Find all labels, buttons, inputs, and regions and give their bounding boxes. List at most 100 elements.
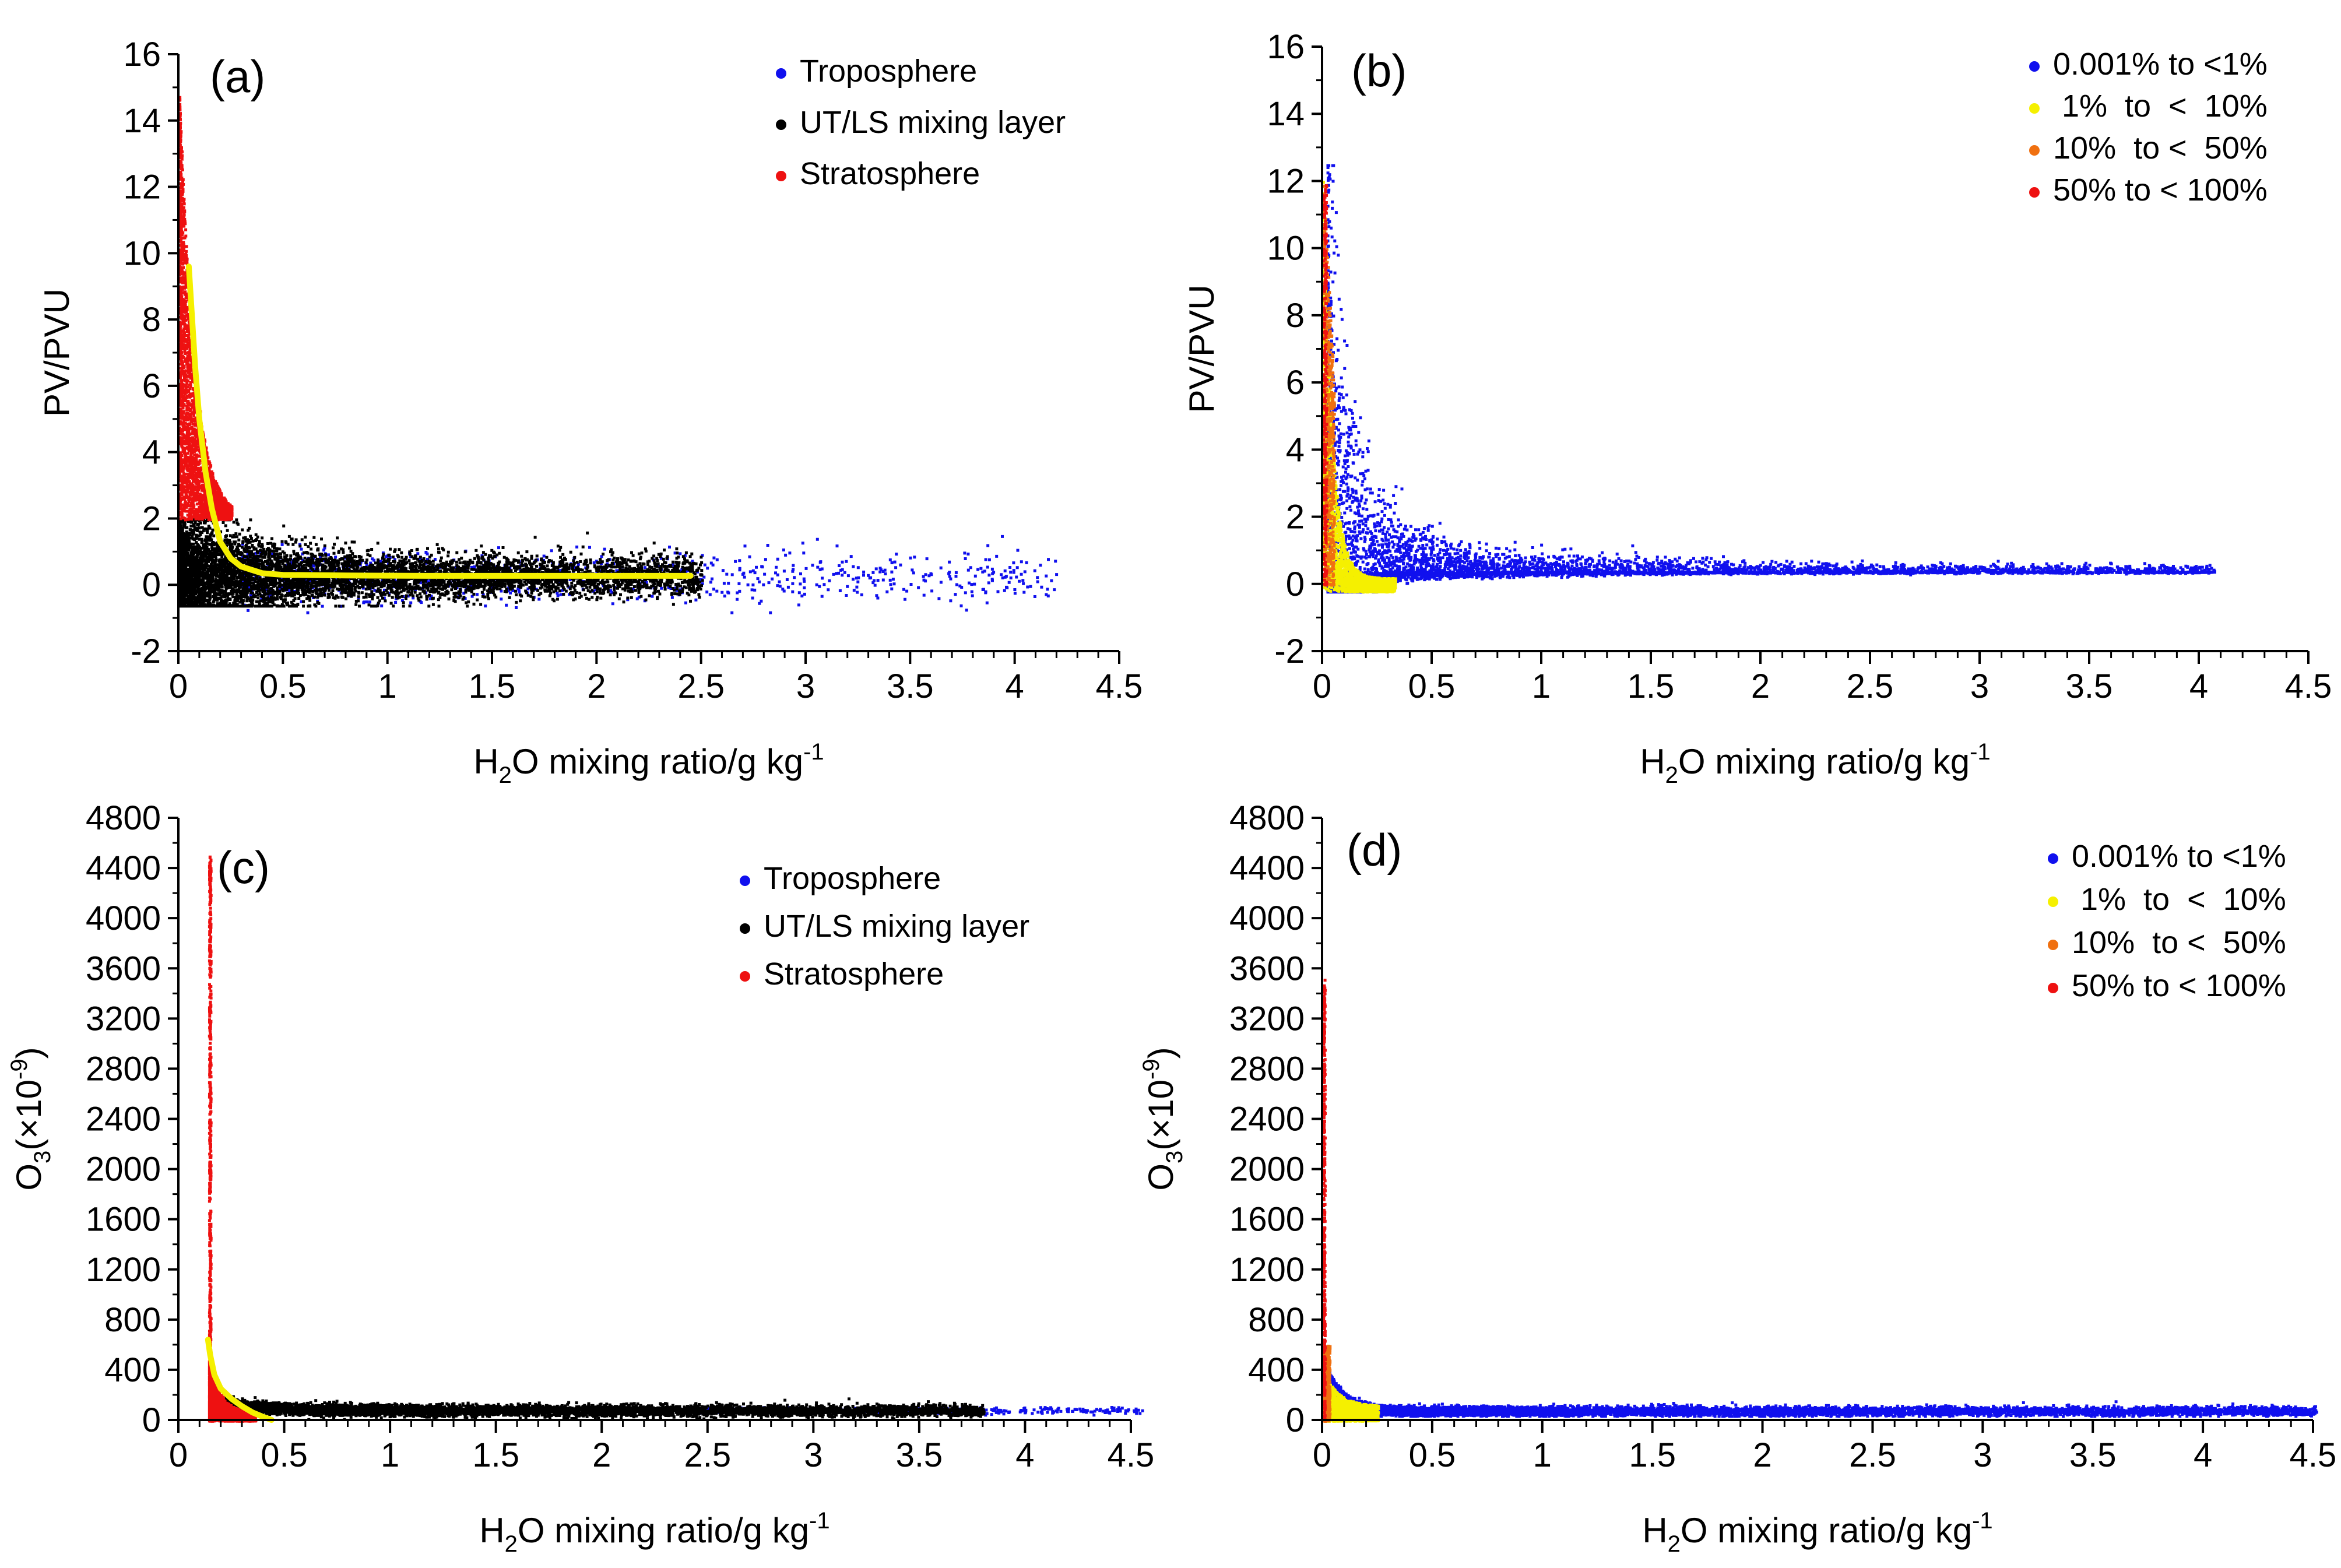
group-lt1-points (1326, 164, 2216, 594)
y-tick-label: -2 (131, 632, 161, 670)
legend-label: 10% to < 50% (2072, 925, 2286, 960)
x-tick-label: 3 (796, 667, 815, 705)
legend-marker (2048, 940, 2058, 950)
legend-marker (2048, 896, 2058, 907)
y-tick-label: 2800 (1229, 1050, 1305, 1088)
y-tick-label: 1600 (1229, 1201, 1305, 1239)
x-tick-label: 3.5 (887, 667, 934, 705)
x-axis-label: H2O mixing ratio/g kg-1 (473, 739, 824, 788)
x-tick-label: 3 (1970, 667, 1989, 705)
legend-marker (2048, 853, 2058, 864)
x-axis-label: H2O mixing ratio/g kg-1 (479, 1508, 829, 1557)
x-tick-label: 3.5 (2069, 1436, 2117, 1474)
x-tick-label: 1 (1532, 667, 1551, 705)
y-tick-label: 400 (1248, 1351, 1305, 1389)
x-tick-label: 2.5 (1847, 667, 1894, 705)
x-axis-label: H2O mixing ratio/g kg-1 (1640, 739, 1990, 788)
group-lt1-points (1324, 1360, 2318, 1418)
y-tick-label: 0 (142, 566, 161, 604)
x-tick-label: 4 (2189, 667, 2208, 705)
y-tick-label: 0 (1286, 1401, 1305, 1439)
x-tick-label: 3 (1973, 1436, 1992, 1474)
x-tick-label: 0 (169, 667, 188, 705)
y-tick-label: 6 (1286, 364, 1305, 402)
legend-label: Stratosphere (800, 156, 980, 191)
x-tick-label: 2 (587, 667, 606, 705)
x-tick-label: 2.5 (677, 667, 725, 705)
y-tick-label: 1200 (86, 1251, 161, 1289)
x-label-rest: O mixing ratio/g kg (512, 742, 803, 781)
x-label-sub: 2 (499, 762, 512, 788)
legend-marker (2029, 145, 2040, 156)
legend-marker (740, 923, 750, 934)
legend-marker (2029, 103, 2040, 114)
x-tick-label: 0 (1313, 1436, 1331, 1474)
y-tick-label: 10 (123, 234, 161, 272)
y-tick-label: 3600 (1229, 950, 1305, 987)
x-tick-label: 3 (804, 1436, 822, 1474)
y-tick-label: 12 (1267, 162, 1305, 200)
x-label-main: H (479, 1511, 504, 1550)
y-tick-label: 14 (1267, 95, 1305, 133)
legend-label: Troposphere (764, 861, 941, 896)
x-tick-label: 0.5 (259, 667, 307, 705)
x-tick-label: 4.5 (1096, 667, 1143, 705)
x-tick-label: 3.5 (2066, 667, 2113, 705)
x-tick-label: 4 (1006, 667, 1024, 705)
x-tick-label: 2 (1753, 1436, 1771, 1474)
legend-label: 50% to < 100% (2053, 173, 2268, 208)
y-tick-label: 0 (1286, 565, 1305, 603)
panel-label: (c) (217, 842, 270, 893)
stratosphere-points (208, 855, 258, 1423)
x-tick-label: 1 (1533, 1436, 1552, 1474)
legend-marker (2048, 983, 2058, 993)
x-tick-label: 0.5 (261, 1436, 308, 1474)
legend-marker (776, 171, 786, 181)
y-tick-label: 4000 (1229, 899, 1305, 937)
x-tick-label: 4 (2194, 1436, 2212, 1474)
y-tick-label: 800 (104, 1301, 161, 1339)
x-label-rest: O mixing ratio/g kg (1678, 742, 1970, 781)
y-tick-label: 2000 (86, 1151, 161, 1189)
y-tick-label: -2 (1274, 632, 1305, 670)
y-tick-label: 16 (1267, 28, 1305, 66)
x-tick-label: 1.5 (1629, 1436, 1676, 1474)
x-tick-label: 0.5 (1408, 667, 1456, 705)
y-tick-label: 12 (123, 168, 161, 206)
troposphere-points (241, 535, 1059, 614)
y-tick-label: 4400 (86, 849, 161, 887)
mixing-layer-points (178, 518, 704, 608)
group-50-100-points (1322, 184, 1328, 587)
y-tick-label: 3600 (86, 950, 161, 987)
panel-label: (d) (1347, 824, 1402, 876)
y-axis-label: PV/PVU (1182, 284, 1221, 413)
x-tick-label: 1.5 (469, 667, 516, 705)
legend-label: UT/LS mixing layer (800, 105, 1066, 140)
y-tick-label: 2000 (1229, 1151, 1305, 1189)
x-tick-label: 4.5 (2285, 667, 2332, 705)
legend-label: Stratosphere (764, 957, 944, 992)
x-tick-label: 2 (592, 1436, 611, 1474)
y-tick-label: 8 (1286, 297, 1305, 335)
legend-marker (2029, 61, 2040, 72)
x-label-sub: 2 (1668, 1531, 1681, 1557)
legend-marker (776, 119, 786, 130)
fit-curve (205, 1337, 275, 1423)
x-tick-label: 1.5 (472, 1436, 519, 1474)
legend-label: 50% to < 100% (2072, 968, 2286, 1003)
scatter-points (205, 855, 1144, 1423)
x-axis-label: H2O mixing ratio/g kg-1 (1642, 1508, 1992, 1557)
x-tick-label: 1 (378, 667, 397, 705)
y-tick-label: 2 (142, 500, 161, 537)
y-tick-label: 800 (1248, 1301, 1305, 1339)
y-tick-label: 2400 (1229, 1101, 1305, 1138)
x-label-rest: O mixing ratio/g kg (1681, 1511, 1972, 1550)
x-tick-label: 1 (381, 1436, 399, 1474)
y-tick-label: 3200 (86, 1000, 161, 1038)
x-label-rest: O mixing ratio/g kg (518, 1511, 809, 1550)
mixing-layer-points (210, 1394, 986, 1421)
legend-label: 0.001% to <1% (2072, 839, 2286, 874)
legend-label: Troposphere (800, 54, 977, 89)
